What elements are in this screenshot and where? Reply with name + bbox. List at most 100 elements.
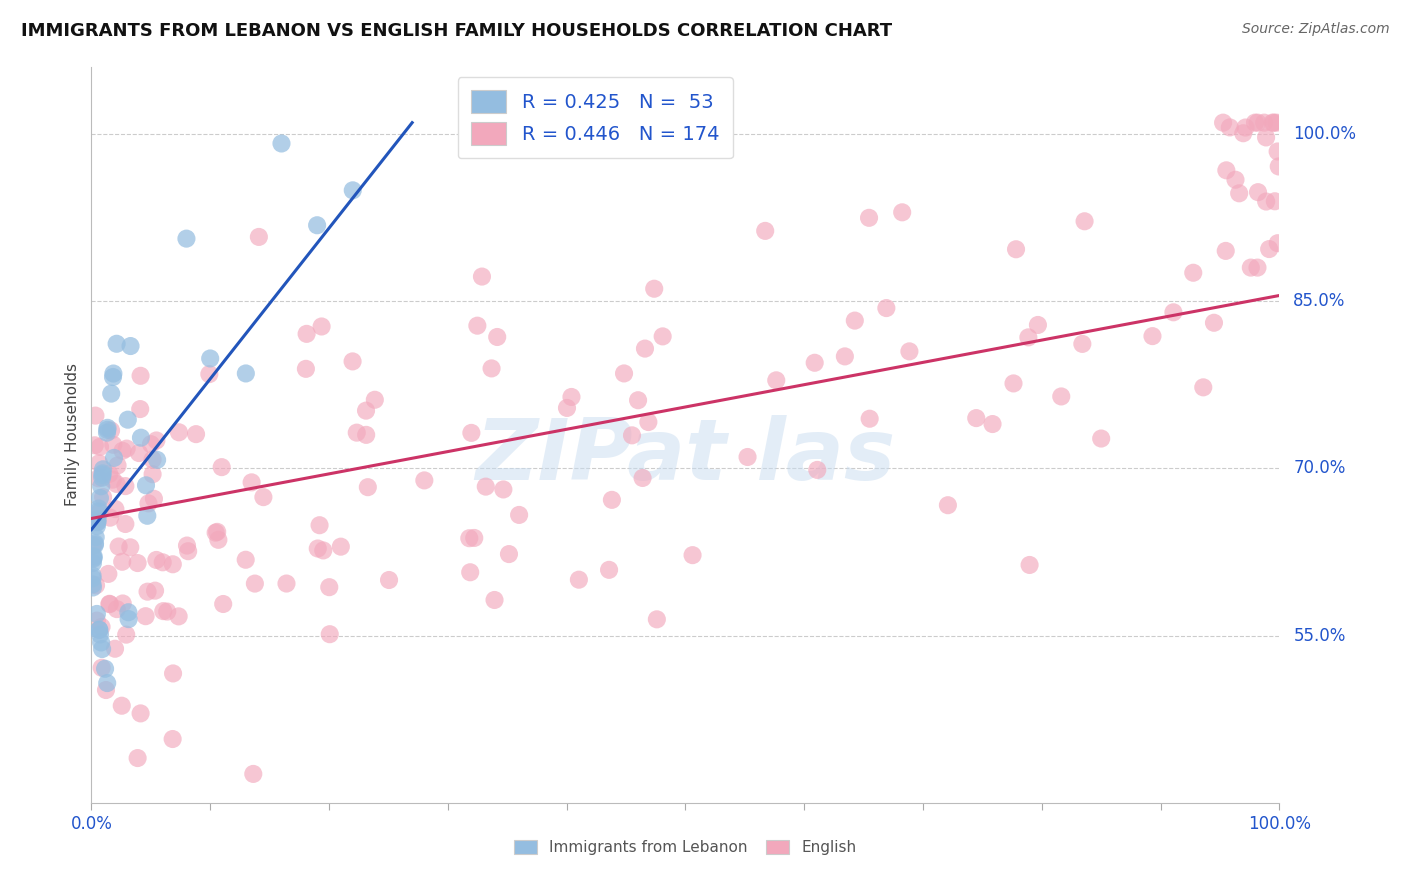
Point [474, 480, 496, 494]
Point [145, 553, 167, 567]
Text: 85.0%: 85.0% [1294, 292, 1346, 310]
Point [142, 452, 165, 467]
Point [200, 351, 222, 366]
Point [103, 450, 125, 465]
Point [235, 553, 257, 567]
Point [247, 230, 270, 244]
Point [481, 361, 503, 376]
Point [319, 627, 342, 641]
Point [460, 425, 482, 440]
Point [467, 318, 489, 333]
Point [101, 473, 124, 487]
Legend: Immigrants from Lebanon, English: Immigrants from Lebanon, English [508, 834, 863, 862]
Point [83, 549, 105, 563]
Point [754, 224, 776, 238]
Point [96, 423, 118, 437]
Point [936, 498, 959, 512]
Point [129, 706, 152, 721]
Point [91, 642, 114, 657]
Text: 100.0%: 100.0% [1294, 125, 1357, 143]
Point [1244, 115, 1267, 129]
Point [1267, 145, 1289, 159]
Point [91, 490, 114, 504]
Point [312, 543, 335, 558]
Point [162, 558, 184, 572]
Point [91, 467, 114, 481]
Point [117, 612, 139, 626]
Point [82, 551, 104, 566]
Point [105, 336, 128, 351]
Point [1256, 194, 1278, 209]
Point [96, 676, 118, 690]
Point [1071, 337, 1094, 351]
Point [1002, 376, 1025, 391]
Point [84, 578, 107, 592]
Point [82, 556, 104, 570]
Point [84, 530, 107, 544]
Point [184, 427, 207, 442]
Text: ZIPat las: ZIPat las [475, 416, 896, 499]
Point [1017, 330, 1039, 344]
Point [357, 480, 380, 494]
Point [1212, 115, 1234, 129]
Point [1267, 160, 1289, 174]
Point [94, 683, 117, 698]
Point [1267, 236, 1289, 251]
Point [146, 453, 169, 467]
Point [86, 519, 108, 533]
Point [89, 505, 111, 519]
Point [270, 136, 292, 151]
Point [1215, 163, 1237, 178]
Point [98, 597, 121, 611]
Point [176, 232, 198, 246]
Point [458, 531, 481, 545]
Point [486, 330, 509, 344]
Point [1240, 260, 1263, 275]
Point [87, 504, 110, 518]
Point [1258, 242, 1281, 256]
Point [295, 362, 318, 376]
Point [143, 583, 166, 598]
Point [120, 339, 142, 353]
Point [1163, 305, 1185, 319]
Point [98, 467, 121, 481]
Point [806, 463, 828, 477]
Point [634, 342, 657, 356]
Point [1253, 115, 1275, 129]
Point [152, 604, 174, 618]
Point [307, 541, 329, 556]
Point [568, 573, 591, 587]
Point [129, 431, 152, 445]
Point [145, 434, 167, 448]
Point [83, 438, 105, 452]
Point [103, 367, 125, 381]
Point [252, 490, 274, 504]
Point [82, 539, 104, 553]
Point [104, 641, 127, 656]
Point [136, 508, 159, 523]
Point [1219, 120, 1241, 135]
Point [413, 474, 436, 488]
Point [100, 386, 122, 401]
Point [364, 392, 387, 407]
Point [1254, 130, 1277, 145]
Point [138, 496, 160, 510]
Point [354, 403, 377, 417]
Point [308, 518, 330, 533]
Text: 55.0%: 55.0% [1294, 626, 1346, 645]
Point [765, 373, 787, 387]
Point [120, 541, 142, 555]
Point [498, 547, 520, 561]
Point [243, 576, 266, 591]
Point [1227, 186, 1250, 201]
Point [1261, 115, 1284, 129]
Point [156, 605, 179, 619]
Point [111, 698, 134, 713]
Point [859, 411, 882, 425]
Point [631, 471, 654, 485]
Point [87, 471, 110, 485]
Point [627, 393, 650, 408]
Point [311, 319, 333, 334]
Point [162, 666, 184, 681]
Point [1142, 329, 1164, 343]
